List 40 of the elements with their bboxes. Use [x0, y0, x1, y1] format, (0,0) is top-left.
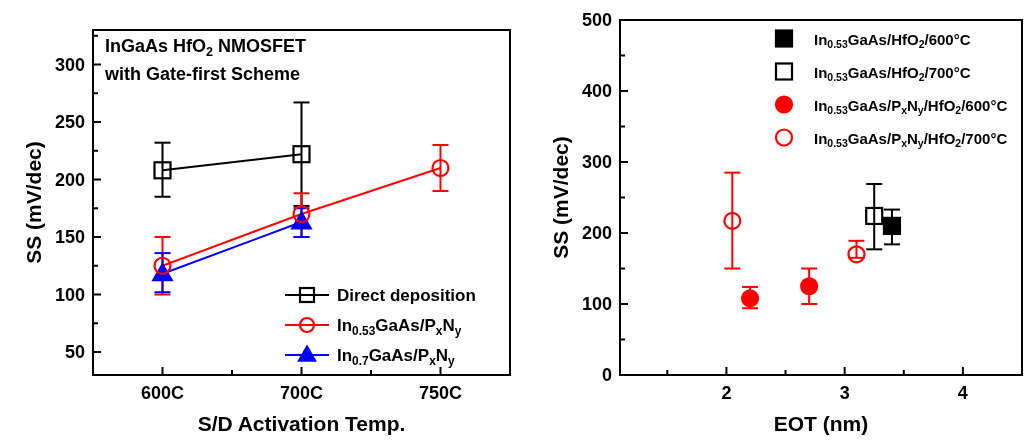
point [800, 277, 819, 296]
x-axis-title: EOT (nm) [773, 412, 869, 435]
text: In$_{0.53}$GaAs/P$_{x}$N$_{y}$/HfO$_{2}$/600°C [814, 96, 1008, 116]
point [292, 145, 311, 164]
y-tick-label: 100 [54, 284, 85, 305]
y-tick-label: 500 [581, 10, 612, 30]
legend-label: Direct deposition [337, 286, 476, 305]
point [153, 161, 172, 180]
point [865, 206, 884, 226]
x-tick-label: 3 [839, 383, 850, 403]
x-axis-title: S/D Activation Temp. [197, 412, 406, 435]
point [847, 245, 866, 264]
y-tick-label: 200 [54, 169, 85, 190]
legend-label: In$_{0.53}$GaAs/HfO$_{2}$/600°C [814, 30, 971, 50]
x-tick-label: 700C [279, 383, 324, 403]
y-tick-label: 400 [581, 81, 612, 101]
x-tick-label: 2 [721, 383, 732, 403]
point [431, 158, 450, 178]
y-tick-label: 200 [581, 223, 612, 243]
y-tick-label: 300 [54, 54, 85, 75]
legend-label: In$_{0.53}$GaAs/HfO$_{2}$/700°C [814, 63, 971, 83]
x-tick-label: 4 [957, 383, 968, 403]
y-tick-label: 50 [64, 342, 85, 362]
y-tick-label: 250 [54, 112, 85, 132]
point [882, 216, 902, 235]
y-tick-label: 0 [601, 365, 612, 385]
y-tick-label: 150 [54, 227, 85, 247]
annotation: InGaAs HfO$_{2}$ NMOSFET [105, 36, 307, 59]
legend-label: In$_{0.7}$GaAs/P$_{x}$N$_{y}$ [337, 346, 456, 368]
y-axis-title: SS (mV/dec) [549, 136, 572, 259]
y-tick-label: 300 [581, 152, 612, 172]
annotation: with Gate-first Scheme [104, 64, 301, 84]
x-tick-label: 750C [418, 383, 463, 403]
point [723, 211, 742, 231]
point [740, 289, 760, 308]
legend-label: In$_{0.53}$GaAs/P$_{x}$N$_{y}$ [337, 316, 462, 338]
text: In$_{0.53}$GaAs/P$_{x}$N$_{y}$/HfO$_{2}$/700°C [814, 129, 1008, 149]
y-tick-label: 100 [581, 294, 612, 314]
y-axis-title: SS (mV/dec) [22, 141, 45, 264]
x-tick-label: 600C [140, 383, 185, 403]
